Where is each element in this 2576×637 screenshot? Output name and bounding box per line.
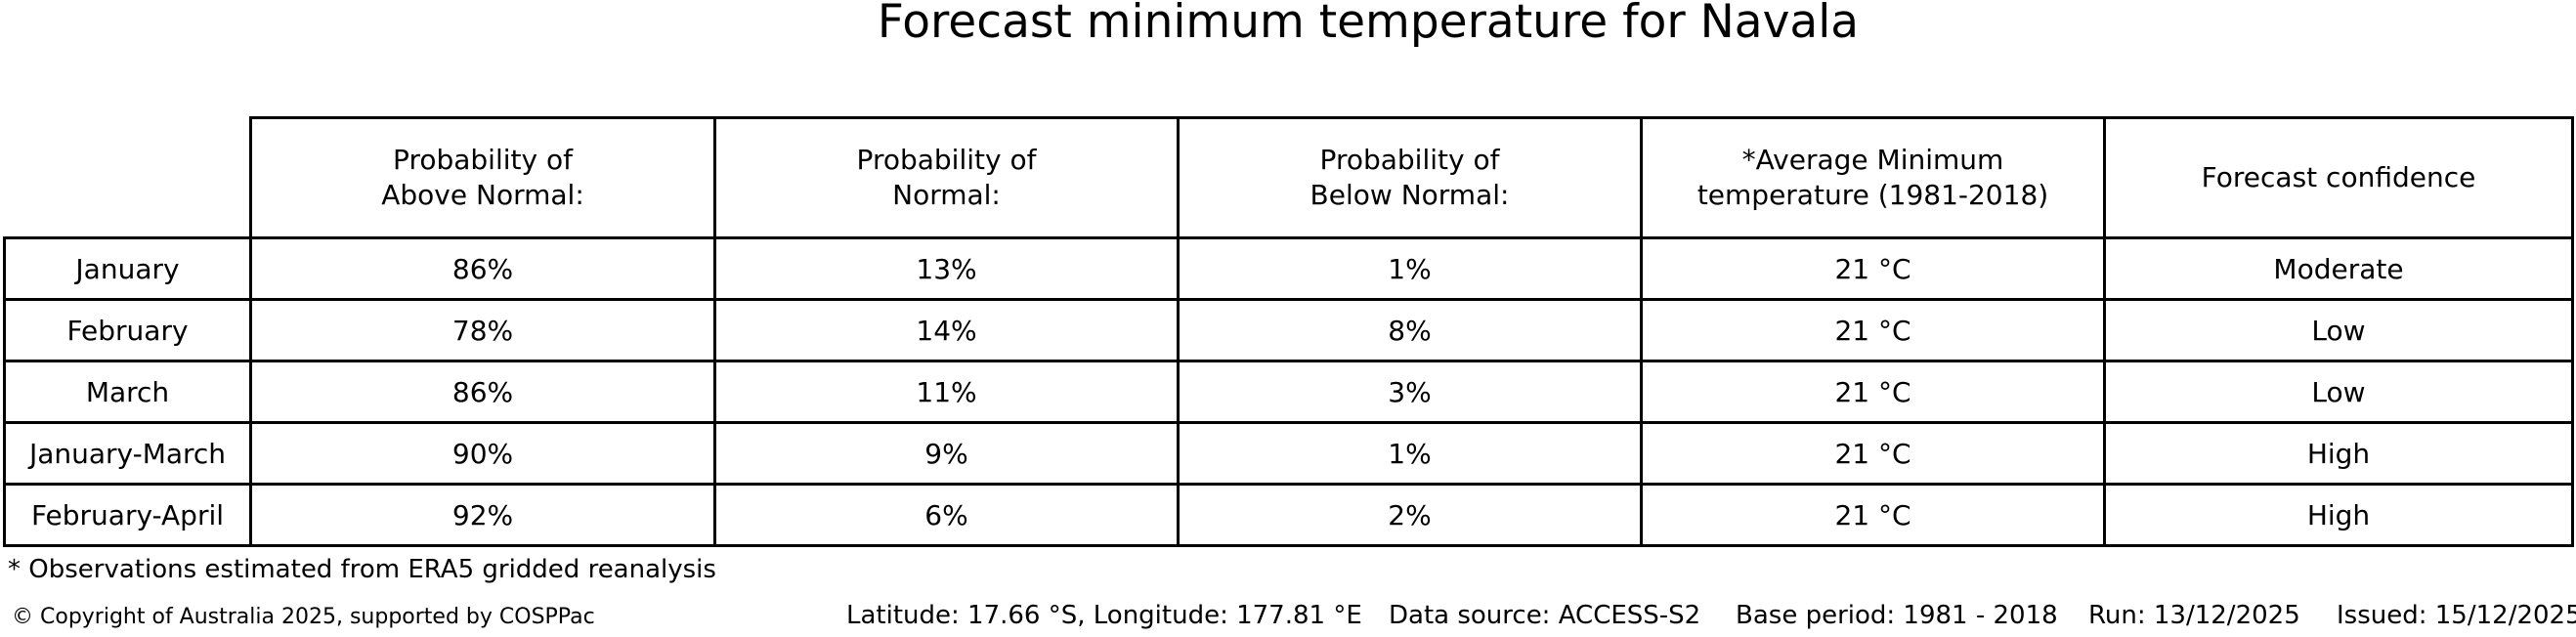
lat-long-text: Latitude: 17.66 °S, Longitude: 177.81 °E [846, 601, 1362, 630]
row-label: March [3, 360, 252, 424]
table-row-february: February 78% 14% 8% 21 °C Low [3, 298, 2574, 362]
table-row-march: March 86% 11% 3% 21 °C Low [3, 360, 2574, 424]
row-label: February [3, 298, 252, 362]
cell-confidence: Low [2103, 298, 2574, 362]
cell-below-normal: 1% [1177, 421, 1643, 486]
table-row-january-march: January-March 90% 9% 1% 21 °C High [3, 421, 2574, 486]
cell-normal: 6% [713, 483, 1180, 547]
row-label: January [3, 236, 252, 301]
cell-confidence: High [2103, 483, 2574, 547]
cell-above-normal: 90% [249, 421, 716, 486]
cell-above-normal: 86% [249, 360, 716, 424]
cell-normal: 14% [713, 298, 1180, 362]
cell-average-min-temp: 21 °C [1640, 298, 2106, 362]
column-header-forecast-confidence: Forecast confidence [2103, 116, 2574, 239]
cell-confidence: High [2103, 421, 2574, 486]
column-header-above-normal: Probability of Above Normal: [249, 116, 716, 239]
copyright-text: © Copyright of Australia 2025, supported… [12, 605, 595, 629]
column-header-normal: Probability of Normal: [713, 116, 1180, 239]
table-row-january: January 86% 13% 1% 21 °C Moderate [3, 236, 2574, 301]
cell-average-min-temp: 21 °C [1640, 483, 2106, 547]
cell-normal: 11% [713, 360, 1180, 424]
column-header-average-min-temp: *Average Minimum temperature (1981-2018) [1640, 116, 2106, 239]
cell-below-normal: 8% [1177, 298, 1643, 362]
cell-above-normal: 86% [249, 236, 716, 301]
cell-confidence: Moderate [2103, 236, 2574, 301]
table-header-row: Probability of Above Normal: Probability… [5, 116, 2574, 239]
page-title: Forecast minimum temperature for Navala [877, 0, 1860, 49]
cell-above-normal: 78% [249, 298, 716, 362]
cell-average-min-temp: 21 °C [1640, 360, 2106, 424]
forecast-table: Probability of Above Normal: Probability… [3, 116, 2574, 547]
row-label: January-March [3, 421, 252, 486]
row-label: February-April [3, 483, 252, 547]
cell-normal: 9% [713, 421, 1180, 486]
observations-footnote: * Observations estimated from ERA5 gridd… [8, 555, 716, 584]
cell-above-normal: 92% [249, 483, 716, 547]
cell-below-normal: 3% [1177, 360, 1643, 424]
cell-average-min-temp: 21 °C [1640, 236, 2106, 301]
table-row-february-april: February-April 92% 6% 2% 21 °C High [3, 483, 2574, 547]
cell-average-min-temp: 21 °C [1640, 421, 2106, 486]
run-date-text: Run: 13/12/2025 [2088, 601, 2300, 630]
cell-below-normal: 2% [1177, 483, 1643, 547]
column-header-below-normal: Probability of Below Normal: [1177, 116, 1643, 239]
table-corner-blank [5, 118, 251, 238]
cell-normal: 13% [713, 236, 1180, 301]
data-source-text: Data source: ACCESS-S2 [1389, 601, 1701, 630]
cell-below-normal: 1% [1177, 236, 1643, 301]
issued-date-text: Issued: 15/12/2025 [2337, 601, 2576, 630]
base-period-text: Base period: 1981 - 2018 [1736, 601, 2058, 630]
cell-confidence: Low [2103, 360, 2574, 424]
